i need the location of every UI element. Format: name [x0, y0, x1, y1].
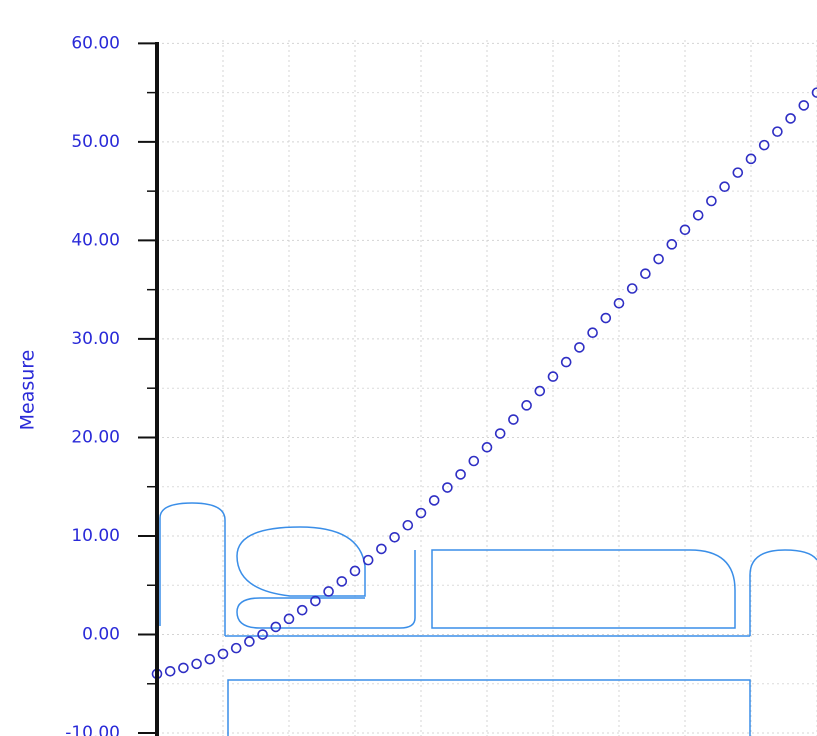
headboard: [159, 502, 226, 636]
data-point: [798, 100, 810, 111]
y-axis-title: Measure: [17, 350, 39, 431]
data-point: [547, 371, 559, 382]
data-point: [679, 224, 691, 236]
data-point: [772, 126, 783, 137]
data-point: [204, 653, 216, 665]
data-point: [164, 665, 176, 677]
data-point: [323, 586, 334, 597]
data-point: [758, 139, 770, 151]
y-tick-label: 40.00: [71, 230, 120, 250]
data-point: [310, 595, 321, 607]
data-point: [811, 87, 817, 98]
data-point: [534, 385, 546, 397]
data-point: [521, 400, 532, 411]
data-point: [428, 495, 440, 506]
y-tick-label: 30.00: [71, 329, 120, 349]
y-axis: -10.00 0.00 10.00 20.00 30.00 40.00 50.00 60.00: [65, 33, 159, 736]
data-point: [600, 312, 612, 324]
data-point: [270, 621, 282, 633]
data-point: [494, 428, 506, 439]
data-point: [336, 576, 348, 587]
grid: [157, 40, 817, 736]
data-point: [376, 543, 387, 555]
data-point: [481, 442, 493, 453]
y-tick-label: 60.00: [71, 33, 120, 53]
data-point: [653, 253, 664, 265]
data-point: [349, 565, 361, 577]
data-point: [402, 519, 414, 531]
data-point: [178, 662, 189, 674]
data-point: [640, 268, 651, 280]
data-point: [389, 531, 400, 543]
y-tick-label: -10.00: [65, 723, 120, 736]
data-point: [587, 327, 598, 339]
data-point: [230, 642, 242, 654]
data-point: [362, 554, 374, 566]
data-point: [574, 342, 585, 353]
data-point: [296, 604, 308, 616]
y-tick-label: 10.00: [71, 526, 120, 546]
footboard: [749, 549, 817, 636]
data-point: [745, 153, 757, 165]
data-point: [455, 469, 466, 480]
data-point: [785, 113, 796, 124]
y-tick-label: 0.00: [82, 625, 120, 645]
data-point: [508, 414, 519, 425]
data-point: [692, 209, 704, 221]
data-point: [217, 648, 229, 660]
y-tick-label: 20.00: [71, 427, 120, 447]
pillow-bottom: [236, 550, 416, 629]
data-point: [244, 636, 255, 647]
data-point: [626, 283, 638, 294]
data-point: [468, 455, 480, 467]
data-point: [613, 297, 625, 309]
data-point: [666, 239, 678, 250]
data-point: [283, 613, 295, 625]
data-point: [719, 181, 730, 193]
data-point: [560, 356, 572, 368]
data-point: [706, 195, 717, 207]
data-point: [732, 167, 744, 178]
bed-frame: [227, 679, 751, 736]
blanket: [431, 549, 736, 629]
data-point: [257, 629, 268, 640]
bed-illustration: [159, 502, 817, 736]
data-point: [191, 658, 202, 670]
data-point: [442, 482, 453, 493]
data-point: [415, 507, 427, 519]
plot-marks: [151, 87, 817, 680]
y-tick-label: 50.00: [71, 132, 120, 152]
pillow-top: [236, 526, 366, 597]
